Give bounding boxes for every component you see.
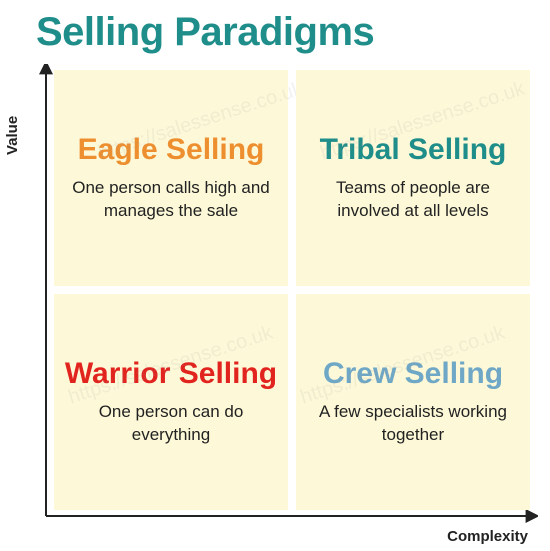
quadrant-desc: A few specialists working together	[311, 401, 514, 447]
quadrant-desc: One person can do everything	[69, 401, 272, 447]
quadrant-title: Tribal Selling	[320, 133, 507, 168]
quadrant-title: Crew Selling	[323, 357, 503, 392]
quadrant-tribal: https://salessense.co.uk Tribal Selling …	[296, 70, 530, 286]
quadrant-warrior: https://salessense.co.uk Warrior Selling…	[54, 294, 288, 510]
quadrant-desc: One person calls high and manages the sa…	[69, 177, 272, 223]
page-title: Selling Paradigms	[36, 10, 374, 55]
quadrant-desc: Teams of people are involved at all leve…	[311, 177, 514, 223]
x-axis-label: Complexity	[447, 528, 528, 545]
quadrant-title: Warrior Selling	[65, 357, 277, 392]
quadrant-grid: https://salessense.co.uk Eagle Selling O…	[54, 70, 530, 510]
quadrant-eagle: https://salessense.co.uk Eagle Selling O…	[54, 70, 288, 286]
quadrant-crew: https://salessense.co.uk Crew Selling A …	[296, 294, 530, 510]
quadrant-title: Eagle Selling	[78, 133, 265, 168]
y-axis-label: Value	[4, 116, 21, 155]
